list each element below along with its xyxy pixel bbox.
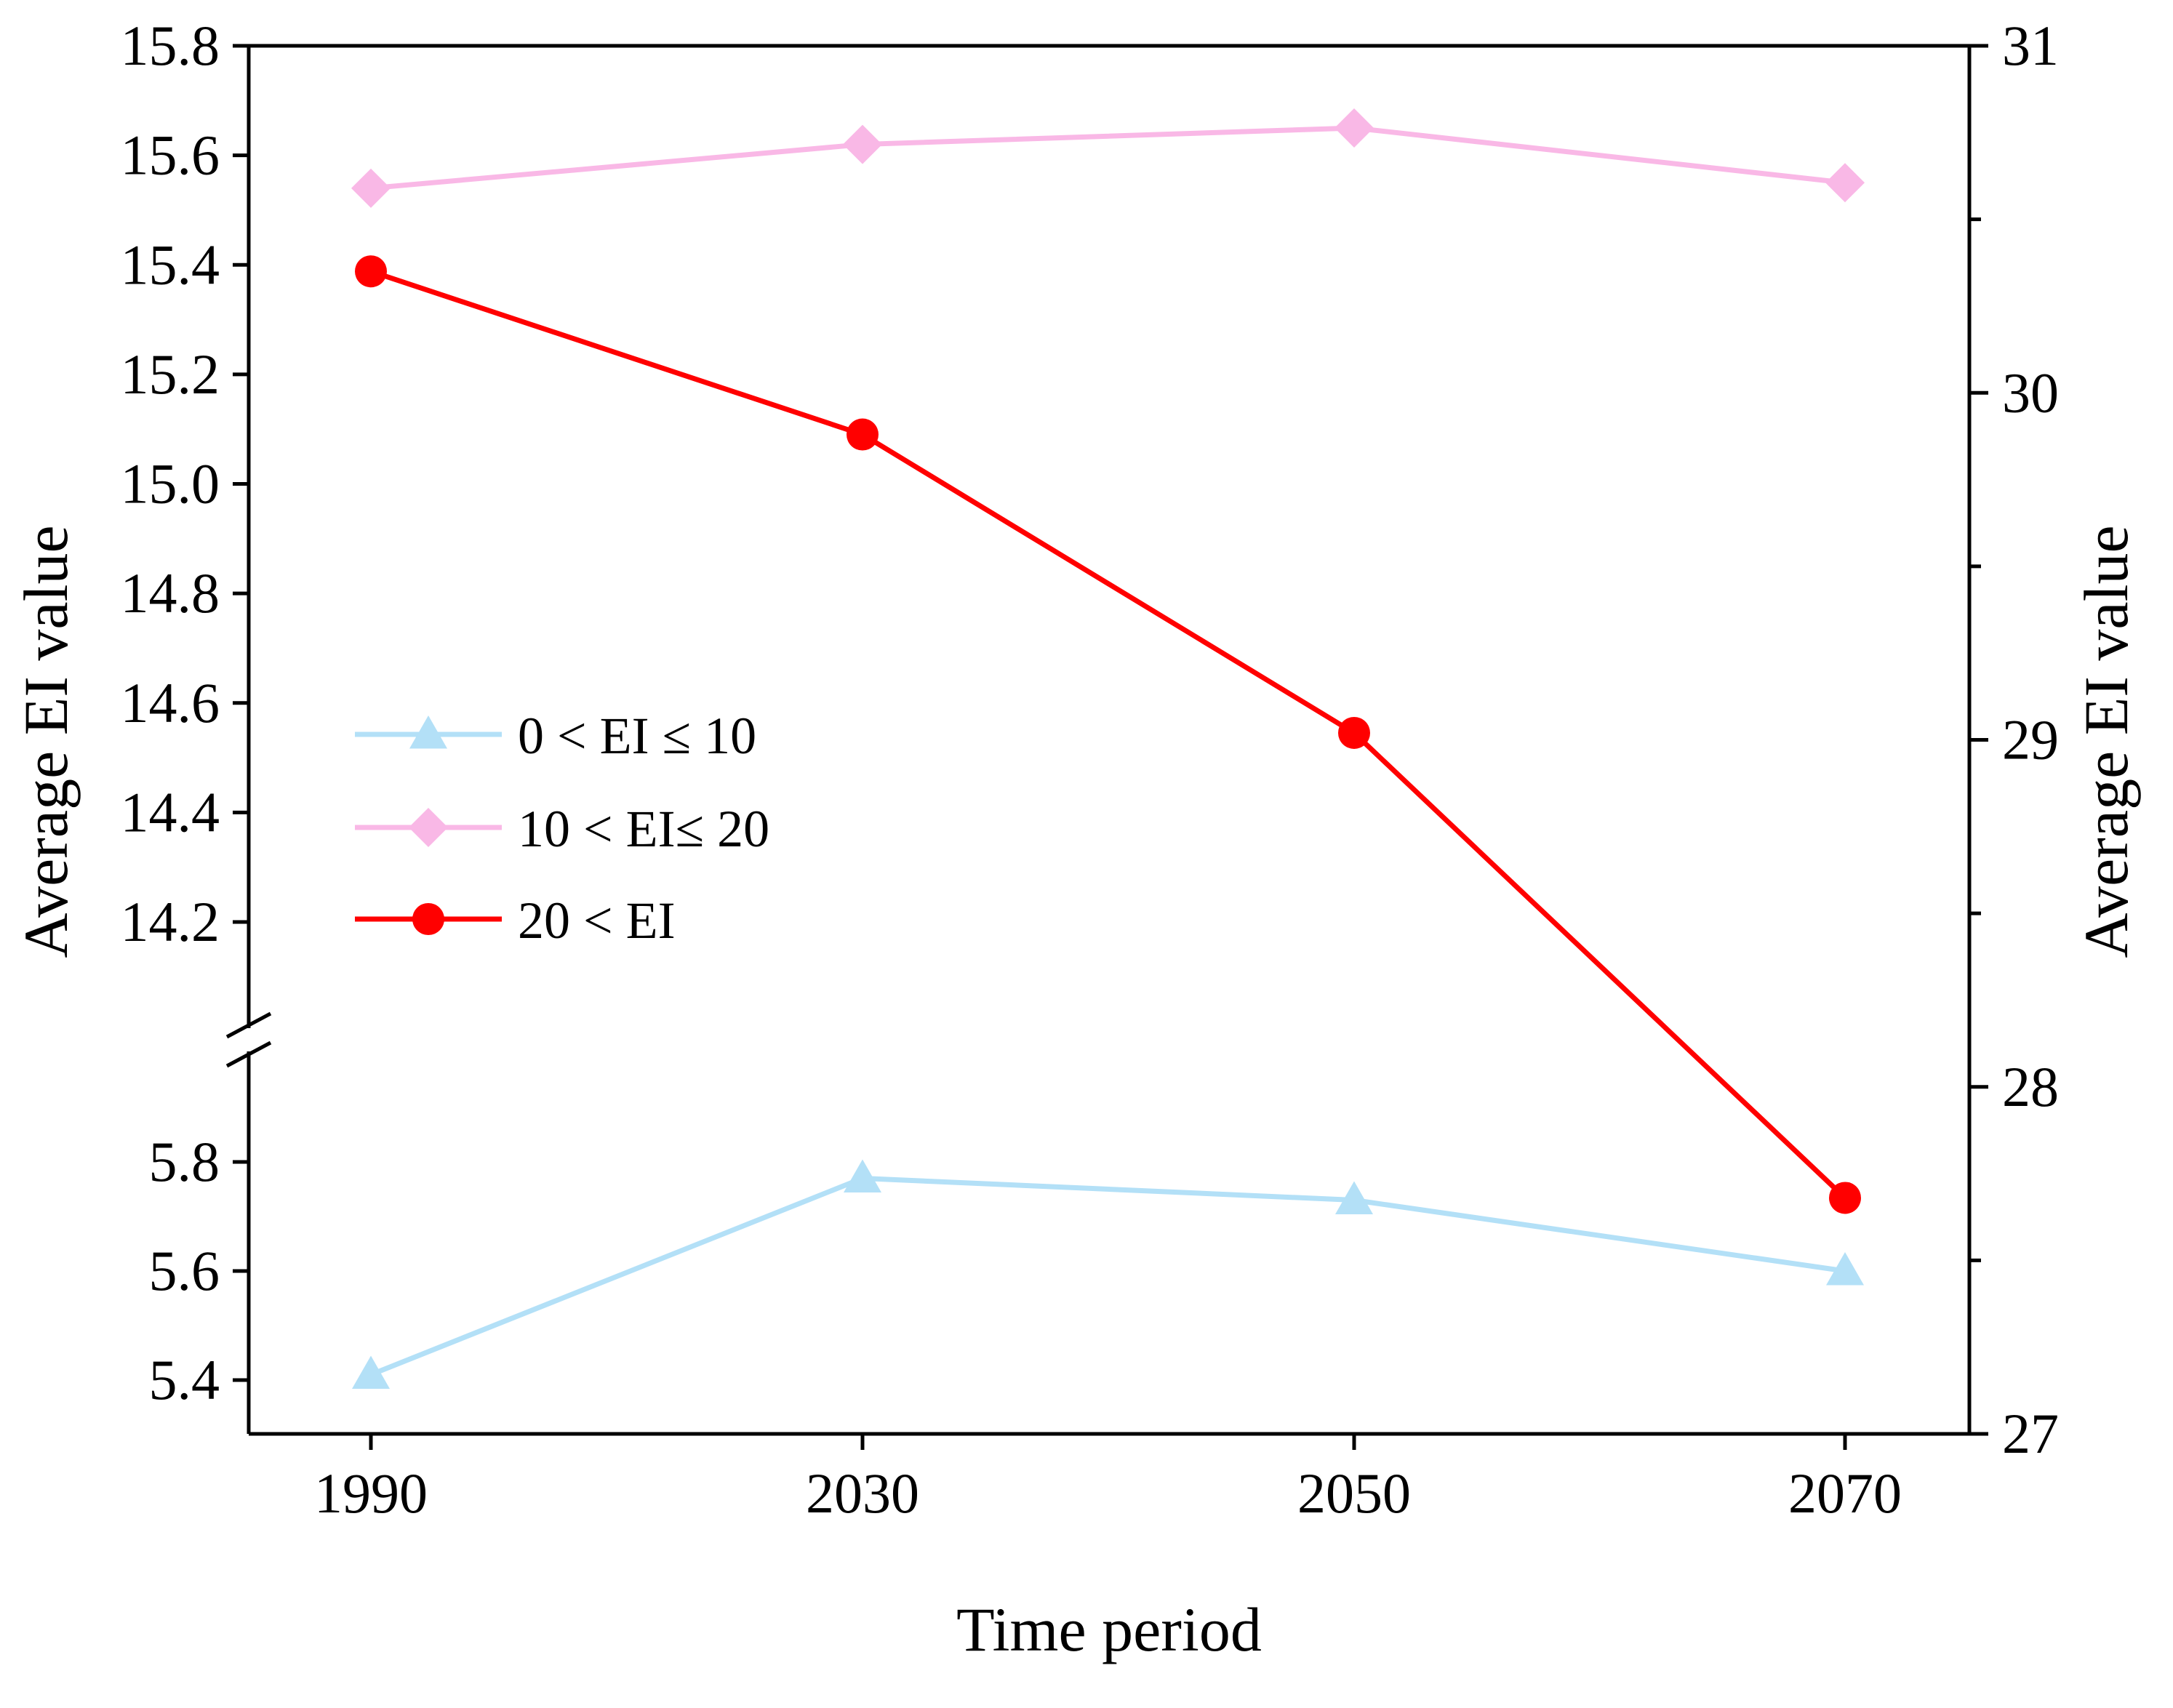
data-point xyxy=(355,255,387,288)
left-y-axis-title: Average EI value xyxy=(11,525,81,958)
x-tick-label: 1990 xyxy=(314,1462,428,1525)
left-tick-label: 5.8 xyxy=(149,1130,220,1193)
left-tick-label: 15.0 xyxy=(121,452,220,516)
legend-marker xyxy=(412,903,444,935)
data-point xyxy=(847,418,879,451)
legend-item: 10 < EI≤ 20 xyxy=(355,800,769,858)
left-tick-label: 14.8 xyxy=(121,561,220,625)
legend-label: 20 < EI xyxy=(518,891,676,950)
left-tick-label: 5.4 xyxy=(149,1348,220,1411)
right-tick-label: 31 xyxy=(2002,14,2059,77)
left-tick-label: 5.6 xyxy=(149,1239,220,1302)
legend-item: 0 < EI ≤ 10 xyxy=(355,707,756,765)
data-point xyxy=(1829,1182,1861,1214)
left-tick-label: 14.4 xyxy=(121,780,220,843)
right-tick-label: 30 xyxy=(2002,361,2059,424)
data-point xyxy=(1338,716,1370,749)
data-point xyxy=(1335,1181,1373,1214)
left-tick-label: 14.2 xyxy=(121,890,220,953)
legend-marker xyxy=(409,808,448,847)
series-layer xyxy=(351,108,1865,1389)
axis-break-mark-upper xyxy=(225,1011,272,1039)
x-tick-label: 2070 xyxy=(1788,1462,1902,1525)
series-line xyxy=(370,125,1846,191)
data-point xyxy=(352,1355,390,1389)
data-point xyxy=(1825,163,1865,203)
plot-frame xyxy=(225,44,1972,1436)
data-point xyxy=(1334,108,1374,148)
right-tick-label: 28 xyxy=(2002,1055,2059,1118)
x-tick-label: 2050 xyxy=(1297,1462,1411,1525)
right-y-axis-title: Average EI value xyxy=(2071,525,2141,958)
left-tick-label: 15.8 xyxy=(121,14,220,77)
data-point xyxy=(843,124,882,164)
legend: 0 < EI ≤ 10 10 < EI≤ 20 20 < EI xyxy=(355,707,769,950)
axis-break-mark-lower xyxy=(225,1041,272,1068)
series-2 xyxy=(351,108,1865,208)
series-line xyxy=(369,268,1847,1200)
x-axis-title: Time period xyxy=(956,1595,1262,1664)
left-axis-ticks: 14.2 14.4 14.6 14.8 15.0 15.2 15.4 15.6 15.8 5.4 5… xyxy=(121,14,249,1411)
data-point xyxy=(351,168,391,208)
data-point xyxy=(1826,1252,1864,1286)
right-tick-label: 29 xyxy=(2002,708,2059,771)
x-tick-label: 2030 xyxy=(806,1462,919,1525)
left-tick-label: 15.2 xyxy=(121,342,220,406)
legend-item: 20 < EI xyxy=(355,891,676,950)
x-axis-ticks: 1990 2030 2050 2070 xyxy=(314,1434,1902,1525)
left-tick-label: 15.6 xyxy=(121,124,220,187)
left-tick-label: 15.4 xyxy=(121,233,220,296)
series-3 xyxy=(355,255,1861,1214)
right-axis-ticks: 27 28 29 30 31 xyxy=(1969,14,2059,1465)
series-1 xyxy=(352,1159,1864,1389)
legend-label: 10 < EI≤ 20 xyxy=(518,800,769,858)
legend-marker xyxy=(409,715,447,749)
legend-label: 0 < EI ≤ 10 xyxy=(518,707,756,765)
series-line xyxy=(369,1176,1846,1377)
data-point xyxy=(844,1159,881,1192)
left-tick-label: 14.6 xyxy=(121,671,220,734)
right-tick-label: 27 xyxy=(2002,1402,2059,1465)
